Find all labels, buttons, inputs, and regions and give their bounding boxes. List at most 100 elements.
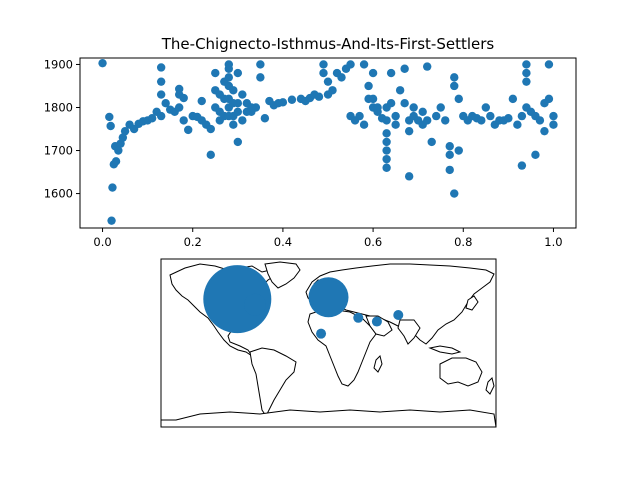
scatter-point (233, 98, 243, 108)
y-tick-label: 1600 (44, 187, 73, 201)
scatter-point (114, 146, 123, 155)
scatter-point (105, 112, 114, 122)
scatter-point (364, 81, 373, 91)
scatter-point (522, 77, 531, 86)
scatter-point (508, 94, 518, 104)
map-frame (160, 258, 497, 428)
scatter-point (111, 157, 121, 166)
scatter-point (522, 68, 531, 78)
scatter-point (229, 120, 238, 129)
scatter-point (220, 94, 229, 104)
scatter-point (517, 161, 527, 170)
scatter-chart: The-Chignecto-Isthmus-And-Its-First-Sett… (44, 35, 577, 249)
scatter-point (156, 90, 166, 99)
scatter-point (260, 114, 270, 123)
new-zealand-outline (485, 377, 495, 395)
scatter-point (319, 68, 328, 78)
scatter-point (535, 116, 545, 125)
scatter-point (319, 60, 328, 69)
scatter-point (184, 125, 193, 135)
scatter-point (161, 98, 170, 108)
scatter-point (323, 77, 333, 86)
scatter-point (206, 150, 215, 160)
scatter-point (423, 116, 432, 125)
scatter-point (238, 116, 247, 125)
scatter-point (211, 68, 220, 78)
scatter-point (224, 64, 233, 73)
scatter-point (179, 93, 188, 103)
scatter-point (247, 103, 256, 112)
japan-outline (465, 295, 479, 311)
scatter-point (368, 68, 378, 78)
scatter-point (427, 137, 436, 147)
map-bubble (353, 312, 364, 323)
scatter-point (359, 120, 369, 129)
scatter-point (445, 165, 454, 175)
scatter-point (454, 94, 463, 104)
x-tick-label: 0.0 (93, 235, 111, 249)
scatter-point (450, 73, 459, 82)
scatter-point (445, 142, 454, 151)
scatter-point (504, 114, 513, 123)
map-bubble (316, 328, 327, 339)
scatter-point (450, 189, 459, 198)
scatter-point (175, 103, 184, 112)
x-axis-ticks: 0.0 0.2 0.4 0.6 0.8 1.0 (93, 228, 563, 249)
scatter-point (118, 133, 128, 142)
scatter-point (359, 60, 369, 69)
scatter-point (156, 63, 166, 72)
y-tick-label: 1800 (44, 100, 73, 114)
scatter-point (328, 86, 337, 95)
scatter-point (423, 62, 432, 71)
map-bubble (203, 265, 272, 334)
map-bubbles (203, 265, 404, 339)
scatter-point (450, 81, 459, 91)
scatter-frame (79, 57, 577, 229)
scatter-point (233, 137, 243, 147)
scatter-point (517, 111, 527, 121)
scatter-point (400, 64, 409, 73)
scatter-point (436, 103, 445, 112)
eurasia-outline (305, 263, 495, 345)
x-tick-label: 0.6 (364, 235, 382, 249)
indonesia-outline (428, 345, 462, 355)
scatter-point (314, 92, 324, 101)
x-tick-label: 0.8 (454, 235, 472, 249)
scatter-point (108, 183, 117, 192)
map-bubble (393, 310, 404, 320)
scatter-point (549, 120, 558, 129)
map-bubble (243, 293, 266, 316)
scatter-point (522, 60, 531, 69)
scatter-point (391, 111, 400, 121)
australia-outline (439, 357, 483, 387)
scatter-point (197, 96, 206, 106)
scatter-point (206, 124, 215, 134)
scatter-point (386, 98, 396, 108)
scatter-point (368, 94, 378, 104)
scatter-point (531, 150, 540, 160)
scatter-point (404, 126, 414, 136)
scatter-point (391, 120, 400, 129)
scatter-point (147, 114, 157, 123)
scatter-point (215, 116, 224, 125)
scatter-point (400, 98, 409, 108)
scatter-point (233, 68, 243, 78)
scatter-point (386, 68, 396, 78)
scatter-points (98, 58, 558, 225)
scatter-point (287, 95, 297, 104)
scatter-point (404, 172, 414, 181)
scatter-point (540, 126, 549, 136)
scatter-point (98, 58, 107, 68)
y-axis-ticks: 1600 1700 1800 1900 (44, 57, 80, 201)
scatter-point (256, 73, 265, 82)
y-tick-label: 1900 (44, 57, 73, 71)
scatter-point (481, 103, 491, 112)
scatter-point (107, 216, 116, 225)
scatter-point (106, 121, 115, 131)
world-map (160, 258, 497, 428)
scatter-point (544, 94, 554, 104)
scatter-point (445, 150, 454, 160)
scatter-point (409, 103, 418, 112)
y-tick-label: 1700 (44, 144, 73, 158)
